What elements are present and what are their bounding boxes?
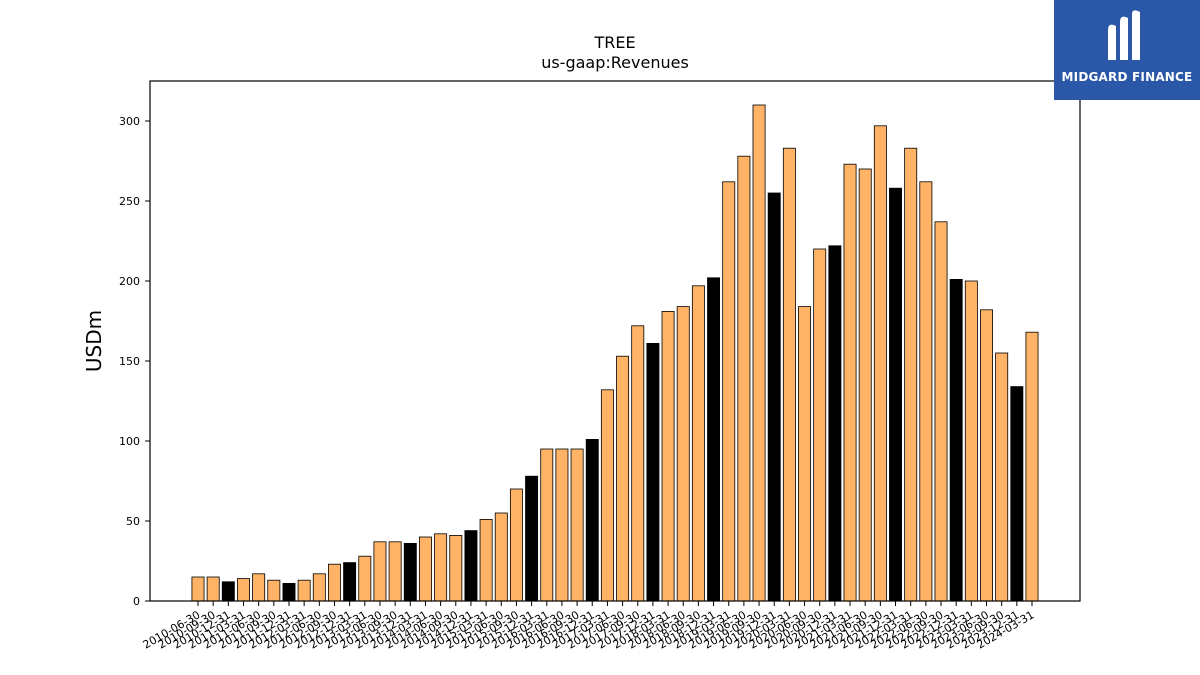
- bar-2020-09-30: [813, 248, 827, 602]
- bar-2018-12-31: [707, 277, 721, 602]
- logo-text: MIDGARD FINANCE: [1061, 70, 1193, 84]
- bar-2014-09-30: [449, 535, 463, 602]
- bar-2018-06-30: [676, 306, 690, 602]
- bar-2011-03-31: [237, 578, 250, 602]
- bar-2015-06-30: [494, 512, 508, 602]
- bar-series: [191, 104, 1039, 602]
- bar-2017-03-31: [600, 389, 614, 602]
- x-axis: 2010-06-302010-09-302010-12-312011-03-31…: [141, 601, 1037, 652]
- brand-logo: MIDGARD FINANCE: [1054, 0, 1200, 100]
- bar-2011-06-30: [252, 573, 266, 602]
- bar-2019-09-30: [752, 104, 766, 602]
- y-tick-label: 0: [133, 595, 140, 608]
- y-tick-label: 200: [119, 275, 140, 288]
- y-tick-label: 300: [119, 115, 140, 128]
- bar-2022-06-30: [919, 181, 933, 602]
- bar-2016-06-30: [555, 448, 569, 602]
- bar-2017-12-31: [646, 342, 660, 602]
- bar-2021-06-30: [858, 168, 872, 602]
- bar-2011-09-30: [267, 579, 281, 602]
- bar-2013-03-31: [358, 555, 372, 602]
- bar-2016-12-31: [585, 438, 599, 602]
- bar-2023-03-31: [964, 280, 978, 602]
- bar-2018-03-31: [661, 310, 675, 602]
- bar-2021-03-31: [843, 163, 857, 602]
- bar-2014-03-31: [418, 536, 432, 602]
- bar-2015-03-31: [479, 519, 493, 602]
- y-tick-label: 50: [126, 515, 140, 528]
- bar-2022-03-31: [904, 147, 918, 602]
- y-tick-label: 250: [119, 195, 140, 208]
- bar-2023-12-31: [1010, 386, 1024, 602]
- bar-2020-03-31: [782, 147, 796, 602]
- y-axis: 0 50 100 150 200 250 300: [119, 115, 150, 608]
- bar-2015-09-30: [509, 488, 523, 602]
- bar-2020-06-30: [798, 306, 812, 602]
- y-axis-label: USDm: [82, 310, 106, 372]
- logo-mark-icon: [1108, 10, 1140, 61]
- plot-frame: [149, 80, 1081, 602]
- bar-2019-03-31: [722, 181, 736, 602]
- bar-2024-03-31: [1025, 331, 1039, 602]
- bar-2010-06-30: [191, 576, 205, 602]
- bar-2023-06-30: [980, 309, 993, 602]
- chart-subtitle: us-gaap:Revenues: [541, 53, 689, 72]
- bar-2022-09-30: [934, 221, 948, 602]
- bar-2021-09-30: [873, 125, 887, 602]
- bar-2010-12-31: [221, 581, 235, 602]
- bar-2011-12-31: [282, 583, 296, 602]
- bar-2016-03-31: [540, 448, 554, 602]
- bar-2012-09-30: [328, 563, 341, 602]
- bar-2022-12-31: [949, 278, 963, 602]
- bar-2019-06-30: [737, 155, 751, 602]
- bar-2018-09-30: [691, 285, 705, 602]
- bar-2017-09-30: [631, 325, 645, 602]
- bar-2023-09-30: [995, 352, 1009, 602]
- bar-2016-09-30: [570, 448, 584, 602]
- bar-2019-12-31: [767, 192, 781, 602]
- bar-2014-06-30: [434, 533, 448, 602]
- y-tick-label: 150: [119, 355, 140, 368]
- bar-2013-09-30: [388, 541, 402, 602]
- bar-2021-12-31: [889, 187, 902, 602]
- bar-2013-06-30: [373, 541, 387, 602]
- bar-2010-09-30: [206, 576, 220, 602]
- chart-title: TREE: [593, 33, 635, 52]
- bar-2020-12-31: [828, 245, 842, 602]
- bar-2014-12-31: [464, 530, 478, 602]
- bar-2015-12-31: [525, 475, 539, 602]
- bar-2017-06-30: [616, 355, 630, 602]
- y-tick-label: 100: [119, 435, 140, 448]
- bar-2012-03-31: [297, 579, 311, 602]
- bar-2013-12-31: [403, 543, 417, 602]
- bar-2012-06-30: [312, 573, 326, 602]
- bar-2012-12-31: [343, 562, 357, 602]
